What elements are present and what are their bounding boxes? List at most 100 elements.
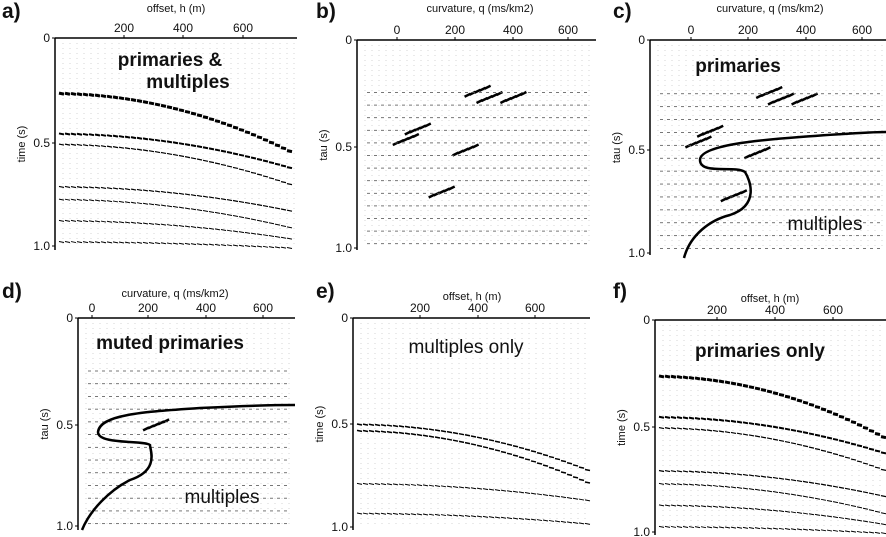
- wiggle: [748, 474, 755, 477]
- wiggle: [506, 490, 513, 493]
- wiggle: [70, 91, 77, 96]
- wiggle: [190, 144, 197, 148]
- wiggle: [682, 427, 689, 430]
- wiggle: [814, 433, 821, 437]
- wiggle: [232, 125, 239, 130]
- wiggle: [850, 420, 857, 425]
- wiggle: [760, 508, 767, 511]
- wiggle: [748, 434, 755, 437]
- wiggle: [250, 171, 257, 174]
- wiggle: [706, 417, 713, 421]
- wiggle: [512, 445, 519, 448]
- wiggle: [716, 124, 724, 130]
- wiggle: [706, 526, 713, 529]
- wiggle: [670, 525, 677, 528]
- y-tick-label: 0.5: [628, 143, 645, 157]
- wiggle: [70, 132, 77, 136]
- wiggle: [712, 418, 719, 422]
- wiggle: [748, 488, 755, 491]
- wiggle: [238, 168, 245, 171]
- y-tick-label: 1.0: [33, 239, 50, 253]
- wiggle: [566, 473, 573, 477]
- wiggle: [434, 429, 441, 432]
- wiggle: [172, 192, 179, 195]
- wiggle: [682, 470, 689, 473]
- wiggle: [184, 242, 191, 245]
- annotation: multiples: [788, 214, 863, 235]
- wiggle: [256, 219, 263, 222]
- wiggle: [238, 244, 245, 247]
- wiggle: [862, 491, 869, 494]
- wiggle: [434, 485, 441, 487]
- wiggle: [778, 491, 785, 494]
- x-tick-label: 400: [765, 303, 785, 317]
- wiggle: [832, 453, 839, 456]
- wiggle: [470, 435, 477, 438]
- annotation: multiples: [185, 487, 260, 508]
- wiggle: [268, 161, 275, 165]
- wiggle: [658, 469, 665, 473]
- wiggle: [524, 458, 531, 461]
- wiggle: [94, 93, 101, 98]
- wiggle: [826, 529, 833, 532]
- wiggle: [880, 435, 886, 440]
- wiggle: [748, 507, 755, 510]
- wiggle: [670, 470, 677, 473]
- wiggle: [118, 146, 125, 149]
- wiggle: [802, 480, 809, 483]
- wiggle: [374, 483, 381, 486]
- wiggle: [368, 512, 375, 515]
- wiggle: [64, 185, 71, 189]
- wiggle: [844, 487, 851, 490]
- wiggle: [476, 487, 483, 490]
- wiggle: [790, 442, 797, 445]
- wiggle: [178, 154, 185, 158]
- wiggle: [202, 243, 209, 246]
- y-tick-label: 0.5: [633, 420, 650, 434]
- wiggle: [154, 203, 161, 206]
- wiggle: [519, 90, 527, 97]
- wiggle: [730, 419, 737, 423]
- wiggle: [196, 226, 203, 229]
- wiggle: [844, 441, 851, 444]
- wiggle: [190, 111, 197, 116]
- wiggle: [862, 462, 869, 465]
- wiggle: [790, 479, 797, 482]
- wiggle: [778, 426, 785, 430]
- wiggle: [862, 445, 869, 449]
- wiggle: [560, 496, 567, 499]
- wiggle: [268, 177, 275, 180]
- annotation: multiples only: [408, 337, 524, 358]
- wiggle: [106, 200, 113, 203]
- wiggle: [814, 482, 821, 485]
- wiggle: [208, 243, 215, 246]
- wiggle: [850, 530, 857, 533]
- wiggle: [736, 382, 743, 387]
- x-tick-label: 200: [707, 303, 727, 317]
- wiggle: [530, 492, 537, 495]
- wiggle: [718, 505, 725, 508]
- wiggle: [268, 246, 275, 249]
- x-tick-label: 600: [558, 23, 578, 37]
- wiggle: [784, 427, 791, 431]
- wiggle: [202, 195, 209, 198]
- wiggle: [736, 486, 743, 489]
- wiggle: [838, 502, 845, 505]
- y-tick-label: 1.0: [335, 241, 352, 255]
- wiggle: [524, 518, 531, 521]
- wiggle: [208, 210, 215, 213]
- wiggle: [808, 446, 815, 449]
- wiggle: [422, 434, 429, 437]
- wiggle: [802, 528, 809, 531]
- wiggle: [548, 455, 555, 459]
- wiggle: [700, 526, 707, 529]
- wiggle: [172, 242, 179, 245]
- wiggle: [820, 449, 827, 452]
- wiggle: [530, 518, 537, 521]
- wiggle: [160, 242, 167, 245]
- wiggle: [868, 428, 875, 433]
- x-axis-label: curvature, q (ms/km2): [717, 3, 824, 15]
- wiggle: [356, 429, 363, 433]
- wiggle: [832, 529, 839, 532]
- wiggle: [850, 518, 857, 521]
